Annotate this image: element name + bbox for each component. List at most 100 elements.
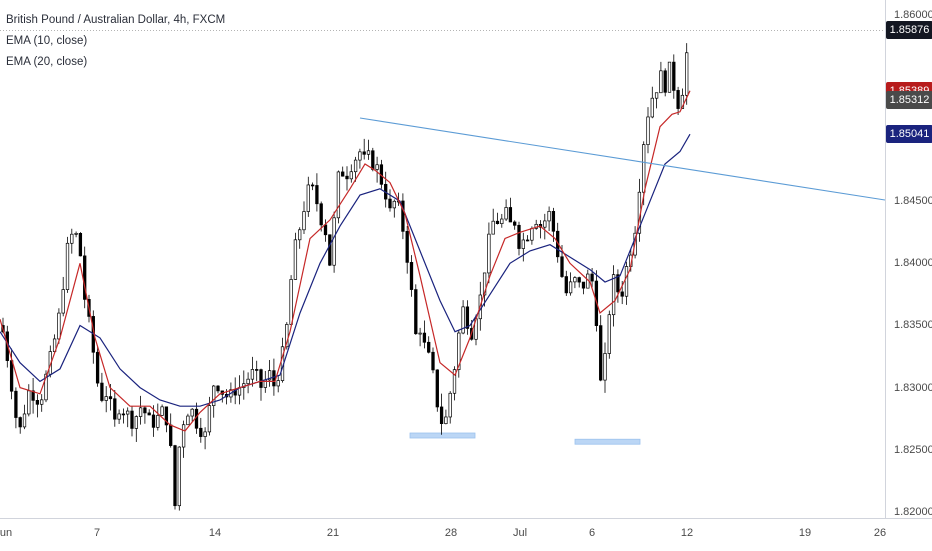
candle-body xyxy=(134,416,138,429)
support-zone-1 xyxy=(409,432,476,439)
candle-body xyxy=(573,277,577,283)
candle xyxy=(667,61,672,93)
candle-body xyxy=(341,171,345,177)
ema10-legend[interactable]: EMA (10, close) xyxy=(6,35,88,47)
candle-body xyxy=(358,151,362,161)
candle-body xyxy=(405,230,409,263)
candle-body xyxy=(138,407,143,417)
candle xyxy=(164,406,169,433)
candle xyxy=(276,375,280,393)
price-tick-label: 1.82000 xyxy=(894,505,932,518)
candle xyxy=(177,446,181,511)
candle xyxy=(199,417,203,443)
candle-body xyxy=(323,224,328,236)
price-axis[interactable]: 1.86000 1.84500 1.84000 1.83500 1.83000 1.825… xyxy=(885,0,932,518)
candle-body xyxy=(500,218,504,225)
candle-body xyxy=(44,373,48,401)
candle xyxy=(61,276,65,317)
candle xyxy=(581,281,586,295)
candle xyxy=(293,232,298,280)
candle-body xyxy=(577,277,581,283)
candle xyxy=(156,403,160,431)
candle-body xyxy=(452,369,457,394)
candle-body xyxy=(414,289,418,335)
candle-body xyxy=(427,341,431,353)
candle xyxy=(95,346,100,387)
candle xyxy=(482,272,487,307)
candle xyxy=(599,315,603,382)
candle xyxy=(444,409,448,425)
candle-body xyxy=(18,417,22,428)
candle xyxy=(654,92,659,109)
ema10-line xyxy=(0,90,691,432)
candle-body xyxy=(650,97,654,118)
candle xyxy=(384,171,388,208)
candle-body xyxy=(70,233,74,244)
candle-body xyxy=(362,151,366,155)
candle xyxy=(117,409,121,425)
candle-body xyxy=(568,281,573,294)
candle xyxy=(676,86,680,116)
candle-body xyxy=(104,396,108,401)
candle xyxy=(306,176,310,217)
candle xyxy=(392,199,396,218)
price-chart[interactable] xyxy=(0,0,885,518)
candle-body xyxy=(345,175,349,180)
time-axis[interactable]: un 7 14 21 28 Jul 6 12 19 26 xyxy=(0,518,932,551)
candle-body xyxy=(663,70,667,93)
candle xyxy=(435,369,439,412)
candle xyxy=(78,232,83,257)
candle-body xyxy=(151,414,156,428)
support-zone-2 xyxy=(574,438,641,445)
candle-body xyxy=(298,229,302,241)
candle-body xyxy=(435,369,439,408)
candle xyxy=(611,265,616,327)
ema20-legend[interactable]: EMA (20, close) xyxy=(6,56,88,68)
candle xyxy=(336,170,341,224)
candle-body xyxy=(646,116,650,145)
candle-body xyxy=(203,431,207,437)
candle-body xyxy=(508,207,513,223)
candle xyxy=(388,189,392,212)
candle xyxy=(302,201,306,234)
candle-body xyxy=(431,351,435,371)
candle-body xyxy=(667,61,672,93)
candle-body xyxy=(336,171,341,219)
candle xyxy=(431,347,435,374)
candle-body xyxy=(117,413,121,420)
candle-body xyxy=(156,415,160,428)
candle xyxy=(130,406,134,437)
candle xyxy=(259,368,263,401)
candle-body xyxy=(439,406,444,425)
candle-body xyxy=(126,410,130,415)
candle-body xyxy=(504,207,508,220)
candle-body xyxy=(121,413,126,416)
time-tick-label: 19 xyxy=(798,527,812,539)
candle xyxy=(439,393,444,435)
price-tick-label: 1.84500 xyxy=(894,195,932,208)
chart-area[interactable]: British Pound / Australian Dollar, 4h, F… xyxy=(0,0,885,518)
candle xyxy=(345,166,349,191)
candle-body xyxy=(173,445,177,507)
candle xyxy=(319,201,323,232)
candle-body xyxy=(685,52,689,96)
symbol-title[interactable]: British Pound / Australian Dollar, 4h, F… xyxy=(6,14,226,26)
candle-body xyxy=(276,380,280,387)
price-tick-label: 1.86000 xyxy=(894,8,932,21)
candle xyxy=(160,404,164,416)
candle-body xyxy=(590,273,594,282)
candle xyxy=(138,395,143,425)
candle-body xyxy=(491,220,495,235)
candle xyxy=(517,221,521,256)
candle-body xyxy=(530,228,534,241)
candle-body xyxy=(444,416,448,425)
candle xyxy=(341,166,345,177)
candle-body xyxy=(190,408,194,417)
candle xyxy=(298,227,302,249)
candle xyxy=(427,336,431,354)
candle xyxy=(237,375,242,405)
candle-body xyxy=(319,203,323,226)
candle xyxy=(83,246,87,309)
price-tick-label: 1.83000 xyxy=(894,381,932,394)
candle-body xyxy=(388,198,392,209)
